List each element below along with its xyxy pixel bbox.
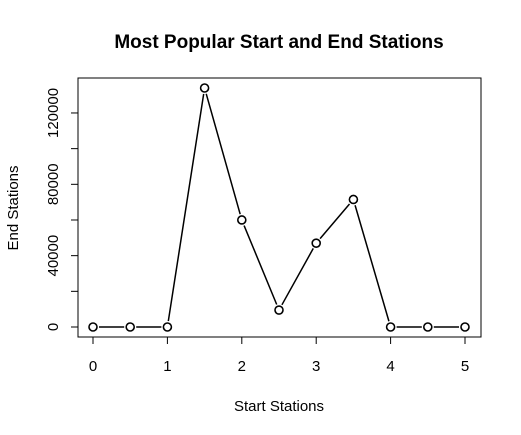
x-tick-label: 5	[461, 358, 469, 375]
data-point	[385, 322, 396, 332]
y-tick-label: 80000	[45, 163, 62, 205]
y-axis: 0 40000 80000 120000	[45, 88, 79, 331]
series-line	[99, 93, 459, 328]
data-point	[88, 322, 98, 332]
data-point	[125, 322, 135, 332]
data-point	[422, 322, 433, 332]
y-tick-label: 120000	[45, 88, 62, 138]
data-point	[237, 215, 247, 225]
data-point	[348, 194, 359, 205]
x-tick-label: 2	[238, 358, 246, 375]
y-tick-label: 40000	[45, 235, 62, 277]
x-tick-label: 4	[386, 358, 394, 375]
data-point	[162, 322, 173, 332]
x-tick-label: 0	[89, 358, 97, 375]
plot-box	[77, 77, 482, 338]
x-tick-label: 3	[312, 358, 320, 375]
data-point	[274, 305, 284, 315]
x-tick-label: 1	[163, 358, 171, 375]
data-point	[311, 238, 322, 248]
x-axis: 0 1 2 3 4 5	[89, 336, 469, 375]
data-point	[460, 322, 470, 332]
y-axis-label: End Stations	[5, 165, 22, 250]
data-point	[199, 83, 210, 93]
chart-title: Most Popular Start and End Stations	[114, 32, 443, 53]
x-axis-label: Start Stations	[234, 398, 324, 415]
y-tick-label: 0	[45, 323, 62, 331]
data-points	[88, 83, 470, 332]
